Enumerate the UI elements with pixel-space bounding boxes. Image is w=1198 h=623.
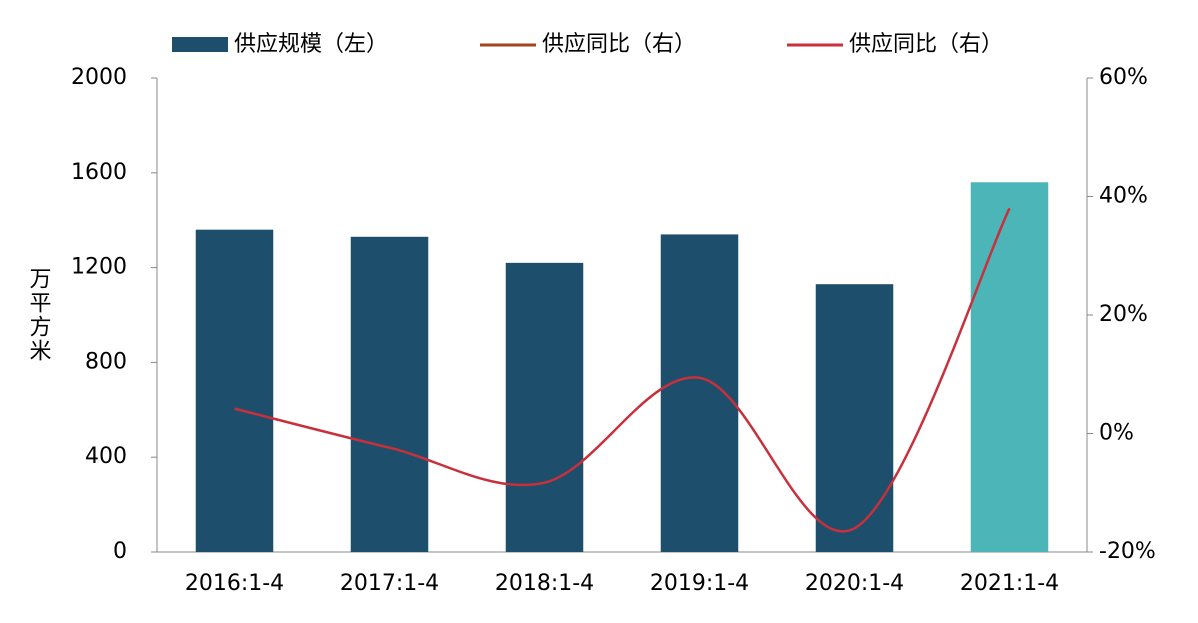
bar	[970, 182, 1049, 552]
y-tick-label: 1200	[71, 255, 127, 280]
y-tick-label: 0	[113, 539, 127, 564]
y-tick-label: 1600	[71, 160, 127, 185]
bar	[350, 236, 429, 553]
y-axis-label: 万平方米	[26, 267, 52, 363]
y2-tick-label: -20%	[1099, 539, 1156, 564]
legend-swatch	[172, 37, 228, 52]
bar	[505, 262, 584, 552]
y2-tick-label: 20%	[1099, 302, 1148, 327]
y2-tick-label: 40%	[1099, 184, 1148, 209]
x-tick-label: 2016:1-4	[185, 571, 284, 596]
y2-tick-label: 0%	[1099, 421, 1134, 446]
x-tick-label: 2020:1-4	[805, 571, 904, 596]
legend-label: 供应同比（右）	[849, 32, 1003, 57]
x-tick-label: 2018:1-4	[495, 571, 594, 596]
legend-label: 供应同比（右）	[542, 32, 696, 57]
bar	[815, 284, 894, 552]
x-tick-label: 2021:1-4	[960, 571, 1059, 596]
y2-tick-label: 60%	[1099, 65, 1148, 90]
y-tick-label: 400	[85, 444, 127, 469]
x-tick-label: 2017:1-4	[340, 571, 439, 596]
line	[234, 207, 1011, 533]
x-tick-label: 2019:1-4	[650, 571, 749, 596]
y-tick-label: 800	[85, 349, 127, 374]
bar	[195, 229, 274, 552]
legend-label: 供应规模（左）	[234, 32, 388, 57]
y-tick-label: 2000	[71, 65, 127, 90]
